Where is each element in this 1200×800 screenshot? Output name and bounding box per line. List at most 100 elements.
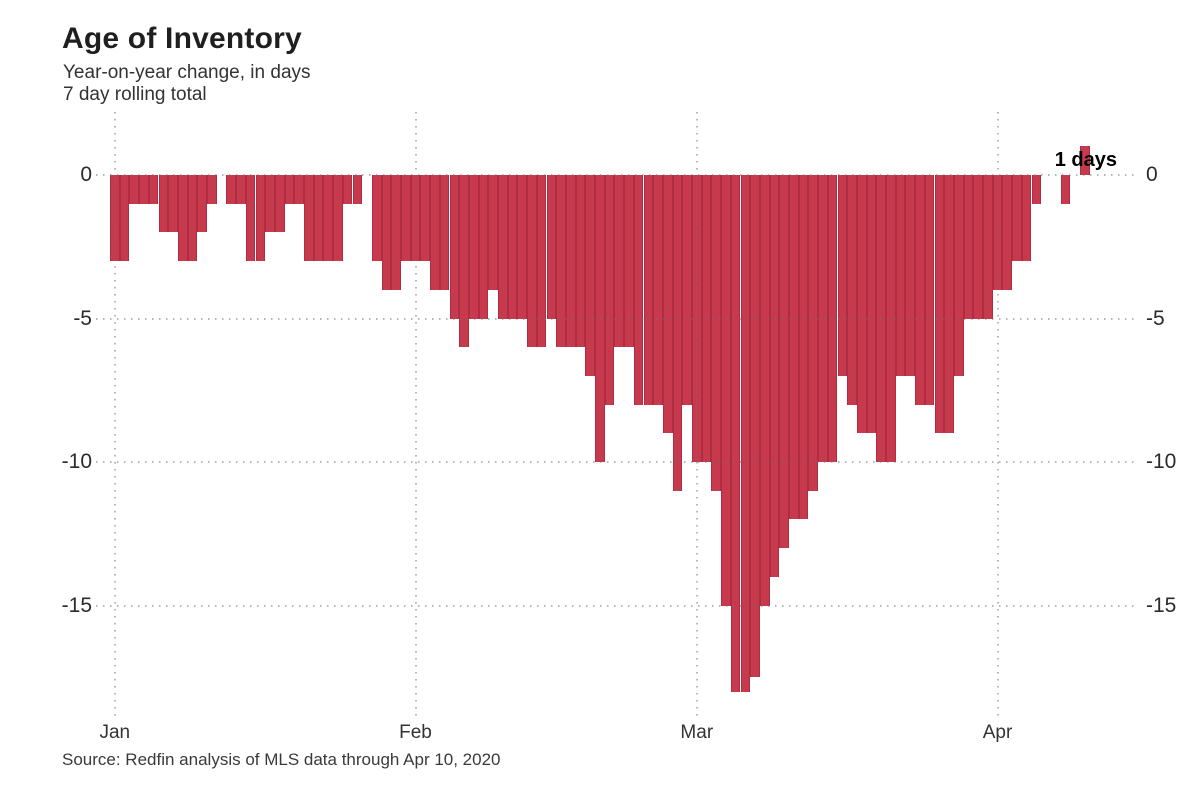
bar — [294, 175, 304, 204]
value-annotation: 1 days — [1054, 149, 1117, 171]
y-axis-label-left: 0 — [80, 163, 92, 186]
bar — [148, 175, 159, 204]
y-axis-label-right: -15 — [1146, 593, 1177, 617]
bar — [507, 175, 518, 319]
bar — [342, 175, 353, 204]
bar — [682, 175, 692, 405]
bar — [1002, 175, 1013, 290]
bar — [585, 175, 595, 376]
bar — [798, 175, 809, 520]
y-axis-label-left: -5 — [73, 306, 92, 330]
bar — [168, 175, 178, 233]
bar — [536, 175, 547, 348]
bar — [750, 175, 760, 678]
bar — [837, 175, 848, 376]
bar — [439, 175, 450, 290]
bar — [565, 175, 576, 348]
bar — [808, 175, 819, 491]
bar — [226, 175, 237, 204]
bar — [575, 175, 586, 348]
bar — [1021, 175, 1032, 262]
bar — [1031, 175, 1042, 204]
bar — [488, 175, 498, 290]
bar — [983, 175, 993, 319]
bar — [527, 175, 537, 348]
gridline-vertical — [414, 112, 417, 716]
chart-subtitle-line1: Year-on-year change, in days — [63, 62, 311, 83]
bar — [973, 175, 983, 319]
gridline-horizontal — [96, 317, 1134, 320]
y-axis-label-left: -10 — [61, 450, 92, 473]
bar — [265, 175, 275, 233]
bar — [498, 175, 508, 319]
bar — [905, 175, 916, 376]
gridline-horizontal — [96, 604, 1134, 607]
bar — [284, 175, 295, 204]
bar — [323, 175, 334, 262]
bar — [478, 175, 489, 319]
bar — [556, 175, 566, 348]
bar — [274, 175, 285, 233]
bar — [197, 175, 207, 233]
bar — [468, 175, 479, 319]
x-axis-label-month: Mar — [680, 722, 714, 743]
x-axis-label-month: Jan — [99, 722, 131, 743]
bar — [944, 175, 954, 434]
bar — [420, 175, 431, 262]
bar — [139, 175, 149, 204]
chart-title: Age of Inventory — [62, 22, 302, 55]
bar — [614, 175, 625, 348]
bar — [177, 175, 188, 262]
bar — [313, 175, 324, 262]
gridline-horizontal — [96, 461, 1134, 463]
bar — [934, 175, 945, 434]
bar — [119, 175, 130, 262]
bar — [1012, 175, 1022, 262]
bar — [915, 175, 925, 405]
bar — [245, 175, 256, 262]
chart-subtitle-line2: 7 day rolling total — [63, 84, 207, 105]
bar — [633, 175, 644, 405]
bar — [371, 175, 382, 262]
x-axis-label-month: Apr — [982, 722, 1013, 743]
bar — [672, 175, 683, 491]
bar — [459, 175, 469, 348]
bar — [391, 175, 401, 290]
bar — [730, 175, 741, 692]
x-axis-label-month: Feb — [399, 722, 432, 743]
bar — [333, 175, 343, 262]
bar — [653, 175, 663, 405]
bar — [624, 175, 634, 348]
gridline-vertical — [996, 112, 999, 716]
bar — [158, 175, 169, 233]
bar — [304, 175, 314, 262]
gridline-horizontal — [96, 174, 1134, 176]
bar — [924, 175, 935, 405]
bar — [759, 175, 770, 606]
bar — [207, 175, 217, 204]
bar — [352, 175, 363, 204]
bar — [604, 175, 615, 405]
gridline-vertical — [113, 112, 116, 716]
bar — [769, 175, 780, 577]
bar — [643, 175, 654, 405]
bar — [895, 175, 906, 376]
bar — [187, 175, 198, 262]
bar — [255, 175, 266, 262]
bar — [430, 175, 440, 290]
y-axis-label-right: -10 — [1146, 450, 1177, 473]
bar — [963, 175, 974, 319]
bar — [847, 175, 857, 405]
y-axis-label-right: -5 — [1146, 306, 1165, 330]
bar — [381, 175, 392, 290]
bar — [517, 175, 528, 319]
bar — [546, 175, 557, 319]
y-axis-label-left: -15 — [61, 593, 92, 617]
bar — [740, 175, 751, 692]
bar — [449, 175, 460, 319]
bar — [721, 175, 731, 606]
bar — [789, 175, 799, 520]
y-axis-label-right: 0 — [1146, 163, 1158, 186]
bar — [1080, 146, 1090, 175]
